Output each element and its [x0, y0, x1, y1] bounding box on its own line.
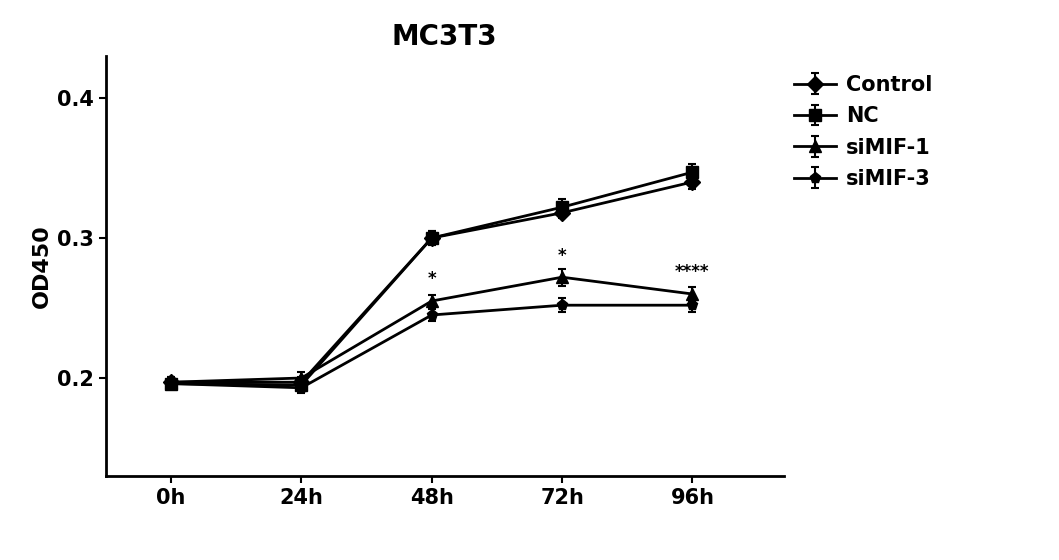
- Text: ****: ****: [676, 263, 710, 281]
- Legend: Control, NC, siMIF-1, siMIF-3: Control, NC, siMIF-1, siMIF-3: [794, 75, 933, 189]
- Text: *: *: [558, 246, 567, 264]
- Y-axis label: OD450: OD450: [32, 224, 52, 308]
- Text: *: *: [428, 270, 436, 288]
- Title: MC3T3: MC3T3: [392, 23, 498, 51]
